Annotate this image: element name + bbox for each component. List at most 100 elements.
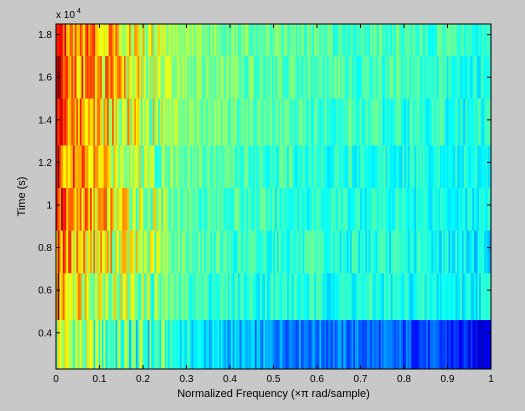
spectrogram-cell (147, 273, 150, 321)
spectrogram-cell (419, 98, 422, 146)
spectrogram-cell (248, 273, 251, 321)
spectrogram-cell (390, 187, 393, 231)
spectrogram-cell (295, 187, 298, 231)
spectrogram-cell (166, 24, 169, 56)
spectrogram-cell (404, 98, 407, 146)
spectrogram-cell (157, 320, 161, 369)
spectrogram-cell (285, 230, 288, 274)
spectrogram-cell (477, 24, 480, 56)
spectrogram-cell (356, 230, 359, 274)
spectrogram-cell (180, 273, 183, 321)
spectrogram-cell (62, 55, 65, 99)
spectrogram-cell (100, 273, 103, 321)
spectrogram-cell (288, 55, 291, 99)
spectrogram-cell (137, 145, 140, 188)
spectrogram-cell (57, 187, 60, 231)
spectrogram-cell (307, 98, 310, 146)
spectrogram-cell (185, 187, 188, 231)
spectrogram-cell (278, 273, 281, 321)
spectrogram-cell (402, 98, 405, 146)
spectrogram-cell (365, 98, 368, 146)
spectrogram-cell (283, 187, 286, 231)
spectrogram-cell (298, 98, 302, 146)
spectrogram-cell (239, 320, 242, 369)
spectrogram-cell (202, 24, 205, 56)
spectrogram-cell (191, 98, 194, 146)
spectrogram-cell (115, 273, 118, 321)
spectrogram-cell (344, 320, 347, 369)
spectrogram-cell (377, 273, 380, 321)
spectrogram-cell (171, 98, 174, 146)
spectrogram-cell (302, 145, 305, 188)
spectrogram-cell (198, 187, 201, 231)
spectrogram-cell (191, 320, 194, 369)
spectrogram-cell (467, 320, 470, 369)
spectrogram-cell (457, 230, 460, 274)
spectrogram-cell (304, 273, 307, 321)
spectrogram-cell (234, 24, 237, 56)
y-tick-label: 1.8 (38, 30, 52, 41)
spectrogram-cell (265, 273, 268, 321)
spectrogram-cell (270, 24, 273, 56)
spectrogram-cell (332, 230, 336, 274)
spectrogram-cell (375, 145, 378, 188)
spectrogram-cell (174, 187, 177, 231)
spectrogram-cell (83, 187, 86, 231)
spectrogram-cell (122, 230, 125, 274)
spectrogram-cell (186, 320, 189, 369)
spectrogram-cell (382, 187, 385, 231)
spectrogram-cell (385, 187, 388, 231)
spectrogram-cell (349, 230, 353, 274)
spectrogram-cell (421, 145, 424, 188)
spectrogram-cell (132, 320, 135, 369)
spectrogram-cell (370, 230, 373, 274)
spectrogram-cell (224, 98, 227, 146)
spectrogram-cell (108, 187, 111, 231)
spectrogram-cell (477, 145, 480, 188)
spectrogram-cell (309, 55, 312, 99)
spectrogram-cell (271, 98, 274, 146)
spectrogram-cell (453, 273, 456, 321)
spectrogram-cell (130, 230, 133, 274)
spectrogram-cell (475, 98, 478, 146)
spectrogram-cell (248, 98, 251, 146)
spectrogram-cell (227, 273, 230, 321)
spectrogram-cell (414, 98, 417, 146)
spectrogram-cell (100, 24, 103, 56)
spectrogram-cell (479, 24, 482, 56)
spectrogram-cell (62, 320, 65, 369)
spectrogram-cell (265, 55, 268, 99)
spectrogram-cell (327, 273, 330, 321)
spectrogram-cell (185, 273, 188, 321)
spectrogram-cell (370, 24, 373, 56)
spectrogram-cell (74, 24, 77, 56)
spectrogram-cell (479, 230, 482, 274)
spectrogram-cell (287, 187, 290, 231)
spectrogram-cell (72, 24, 76, 56)
spectrogram-cell (298, 145, 302, 188)
spectrogram-cell (139, 55, 142, 99)
spectrogram-cell (310, 145, 313, 188)
spectrogram-cell (341, 230, 344, 274)
spectrogram-cell (417, 55, 420, 99)
spectrogram-cell (429, 24, 432, 56)
spectrogram-cell (164, 320, 167, 369)
spectrogram-cell (434, 24, 437, 56)
spectrogram-cell (135, 273, 138, 321)
spectrogram-cell (125, 320, 128, 369)
spectrogram-cell (98, 230, 101, 274)
spectrogram-cell (353, 273, 356, 321)
spectrogram-cell (380, 273, 383, 321)
spectrogram-cell (404, 320, 407, 369)
spectrogram-cell (207, 187, 210, 231)
spectrogram-cell (315, 55, 319, 99)
spectrogram-cell (293, 273, 296, 321)
spectrogram-cell (465, 273, 468, 321)
spectrogram-cell (475, 230, 478, 274)
spectrogram-cell (424, 145, 427, 188)
spectrogram-cell (268, 24, 271, 56)
spectrogram-cell (72, 320, 76, 369)
spectrogram-cell (193, 187, 196, 231)
spectrogram-cell (220, 187, 223, 231)
